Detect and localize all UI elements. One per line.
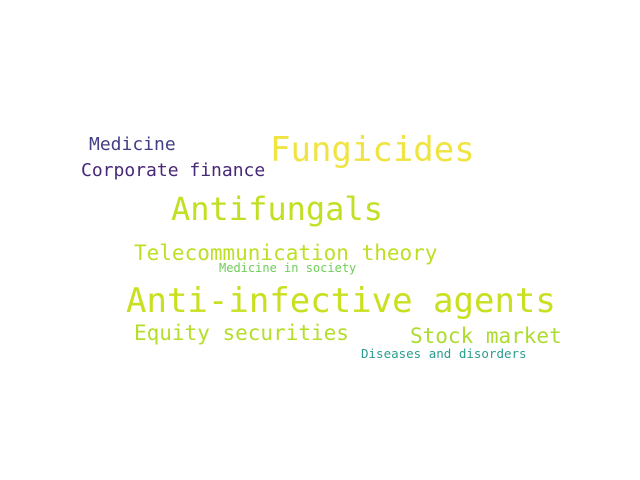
word-medicine: Medicine <box>89 134 176 155</box>
word-medicine-in-society: Medicine in society <box>219 261 357 275</box>
word-telecommunication-theory: Telecommunication theory <box>134 241 438 265</box>
word-antifungals: Antifungals <box>171 190 383 228</box>
word-corporate-finance: Corporate finance <box>81 160 266 181</box>
word-diseases-and-disorders: Diseases and disorders <box>361 346 527 361</box>
word-fungicides: Fungicides <box>270 130 475 170</box>
word-stock-market: Stock market <box>410 324 562 348</box>
word-anti-infective-agents: Anti-infective agents <box>126 281 556 321</box>
word-equity-securities: Equity securities <box>134 321 349 345</box>
